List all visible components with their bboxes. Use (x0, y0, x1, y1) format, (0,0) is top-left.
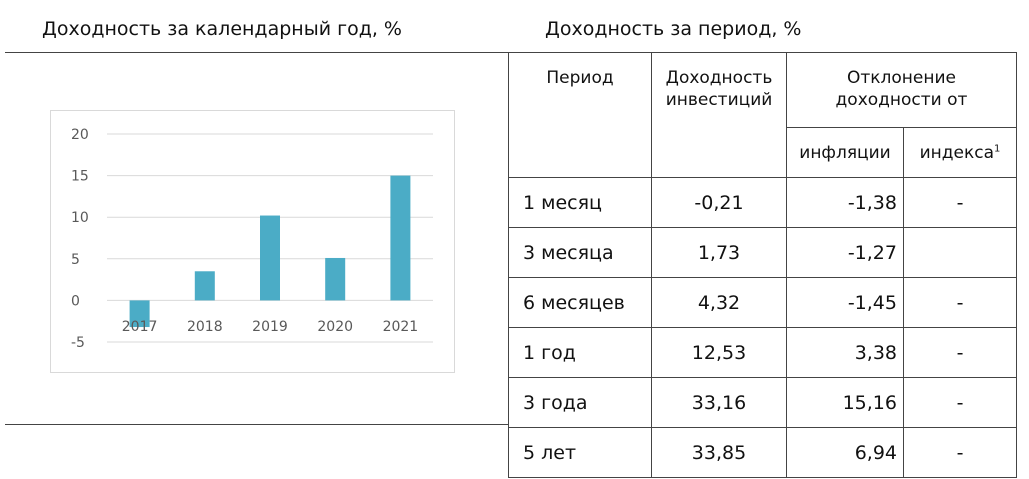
bar-2021 (390, 175, 411, 301)
header-inflation: инфляции (786, 127, 904, 178)
cell-index (903, 227, 1017, 278)
cell-inflation: -1,27 (786, 227, 904, 278)
cell-index: - (903, 277, 1017, 328)
cell-inflation: 3,38 (786, 327, 904, 378)
x-tick-label: 2018 (187, 319, 223, 335)
cell-index: - (903, 427, 1017, 478)
x-tick-label: 2021 (383, 319, 419, 335)
cell-index: - (903, 377, 1017, 428)
cell-return: 1,73 (651, 227, 787, 278)
bar-2020 (325, 257, 346, 301)
bar-2017 (129, 300, 150, 328)
bar-2019 (260, 215, 280, 301)
y-tick-label: 10 (71, 210, 89, 226)
cell-period: 3 месяца (508, 227, 652, 278)
table-title: Доходность за период, % (545, 18, 802, 40)
y-tick-label: 0 (71, 293, 80, 309)
cell-inflation: -1,38 (786, 177, 904, 228)
footnote-mark: 1 (994, 142, 1001, 154)
y-tick-label: 20 (71, 127, 89, 143)
y-tick-label: -5 (71, 335, 85, 351)
header-period: Период (508, 52, 652, 178)
cell-inflation: 15,16 (786, 377, 904, 428)
chart-svg: 20 15 10 5 0 -5 2017 2018 2019 2020 2021 (71, 127, 433, 351)
cell-period: 6 месяцев (508, 277, 652, 328)
cell-index: - (903, 327, 1017, 378)
cell-return: 33,16 (651, 377, 787, 428)
table-row: 1 месяц -0,21 -1,38- (508, 177, 1017, 228)
chart-title: Доходность за календарный год, % (42, 18, 402, 40)
returns-table: Период Доходность инвестиций Отклонение … (508, 52, 1017, 478)
cell-period: 3 года (508, 377, 652, 428)
bar-2018 (194, 271, 215, 301)
cell-inflation: 6,94 (786, 427, 904, 478)
cell-return: 4,32 (651, 277, 787, 328)
cell-period: 1 месяц (508, 177, 652, 228)
x-tick-label: 2020 (317, 319, 353, 335)
cell-period: 5 лет (508, 427, 652, 478)
cell-return: 12,53 (651, 327, 787, 378)
header-index-label: индекса (919, 142, 995, 163)
cell-period: 1 год (508, 327, 652, 378)
table-row: 6 месяцев 4,32 -1,45- (508, 277, 1017, 328)
header-deviation: Отклонение доходности от (786, 52, 1017, 128)
x-tick-label: 2019 (252, 319, 288, 335)
divider (5, 52, 508, 53)
y-tick-label: 15 (71, 169, 89, 185)
x-tick-label: 2017 (122, 319, 158, 335)
table-row: 1 год 12,53 3,38- (508, 327, 1017, 378)
cell-index: - (903, 177, 1017, 228)
table-row: 5 лет 33,85 6,94- (508, 427, 1017, 478)
bar-chart: 20 15 10 5 0 -5 2017 2018 2019 2020 2021 (50, 110, 455, 373)
cell-inflation: -1,45 (786, 277, 904, 328)
cell-return: -0,21 (651, 177, 787, 228)
table-row: 3 месяца 1,73 -1,27 (508, 227, 1017, 278)
y-tick-label: 5 (71, 252, 80, 268)
header-index: индекса1 (903, 127, 1017, 178)
table-row: 3 года 33,16 15,16- (508, 377, 1017, 428)
divider (5, 424, 508, 425)
header-return: Доходность инвестиций (651, 52, 787, 178)
cell-return: 33,85 (651, 427, 787, 478)
